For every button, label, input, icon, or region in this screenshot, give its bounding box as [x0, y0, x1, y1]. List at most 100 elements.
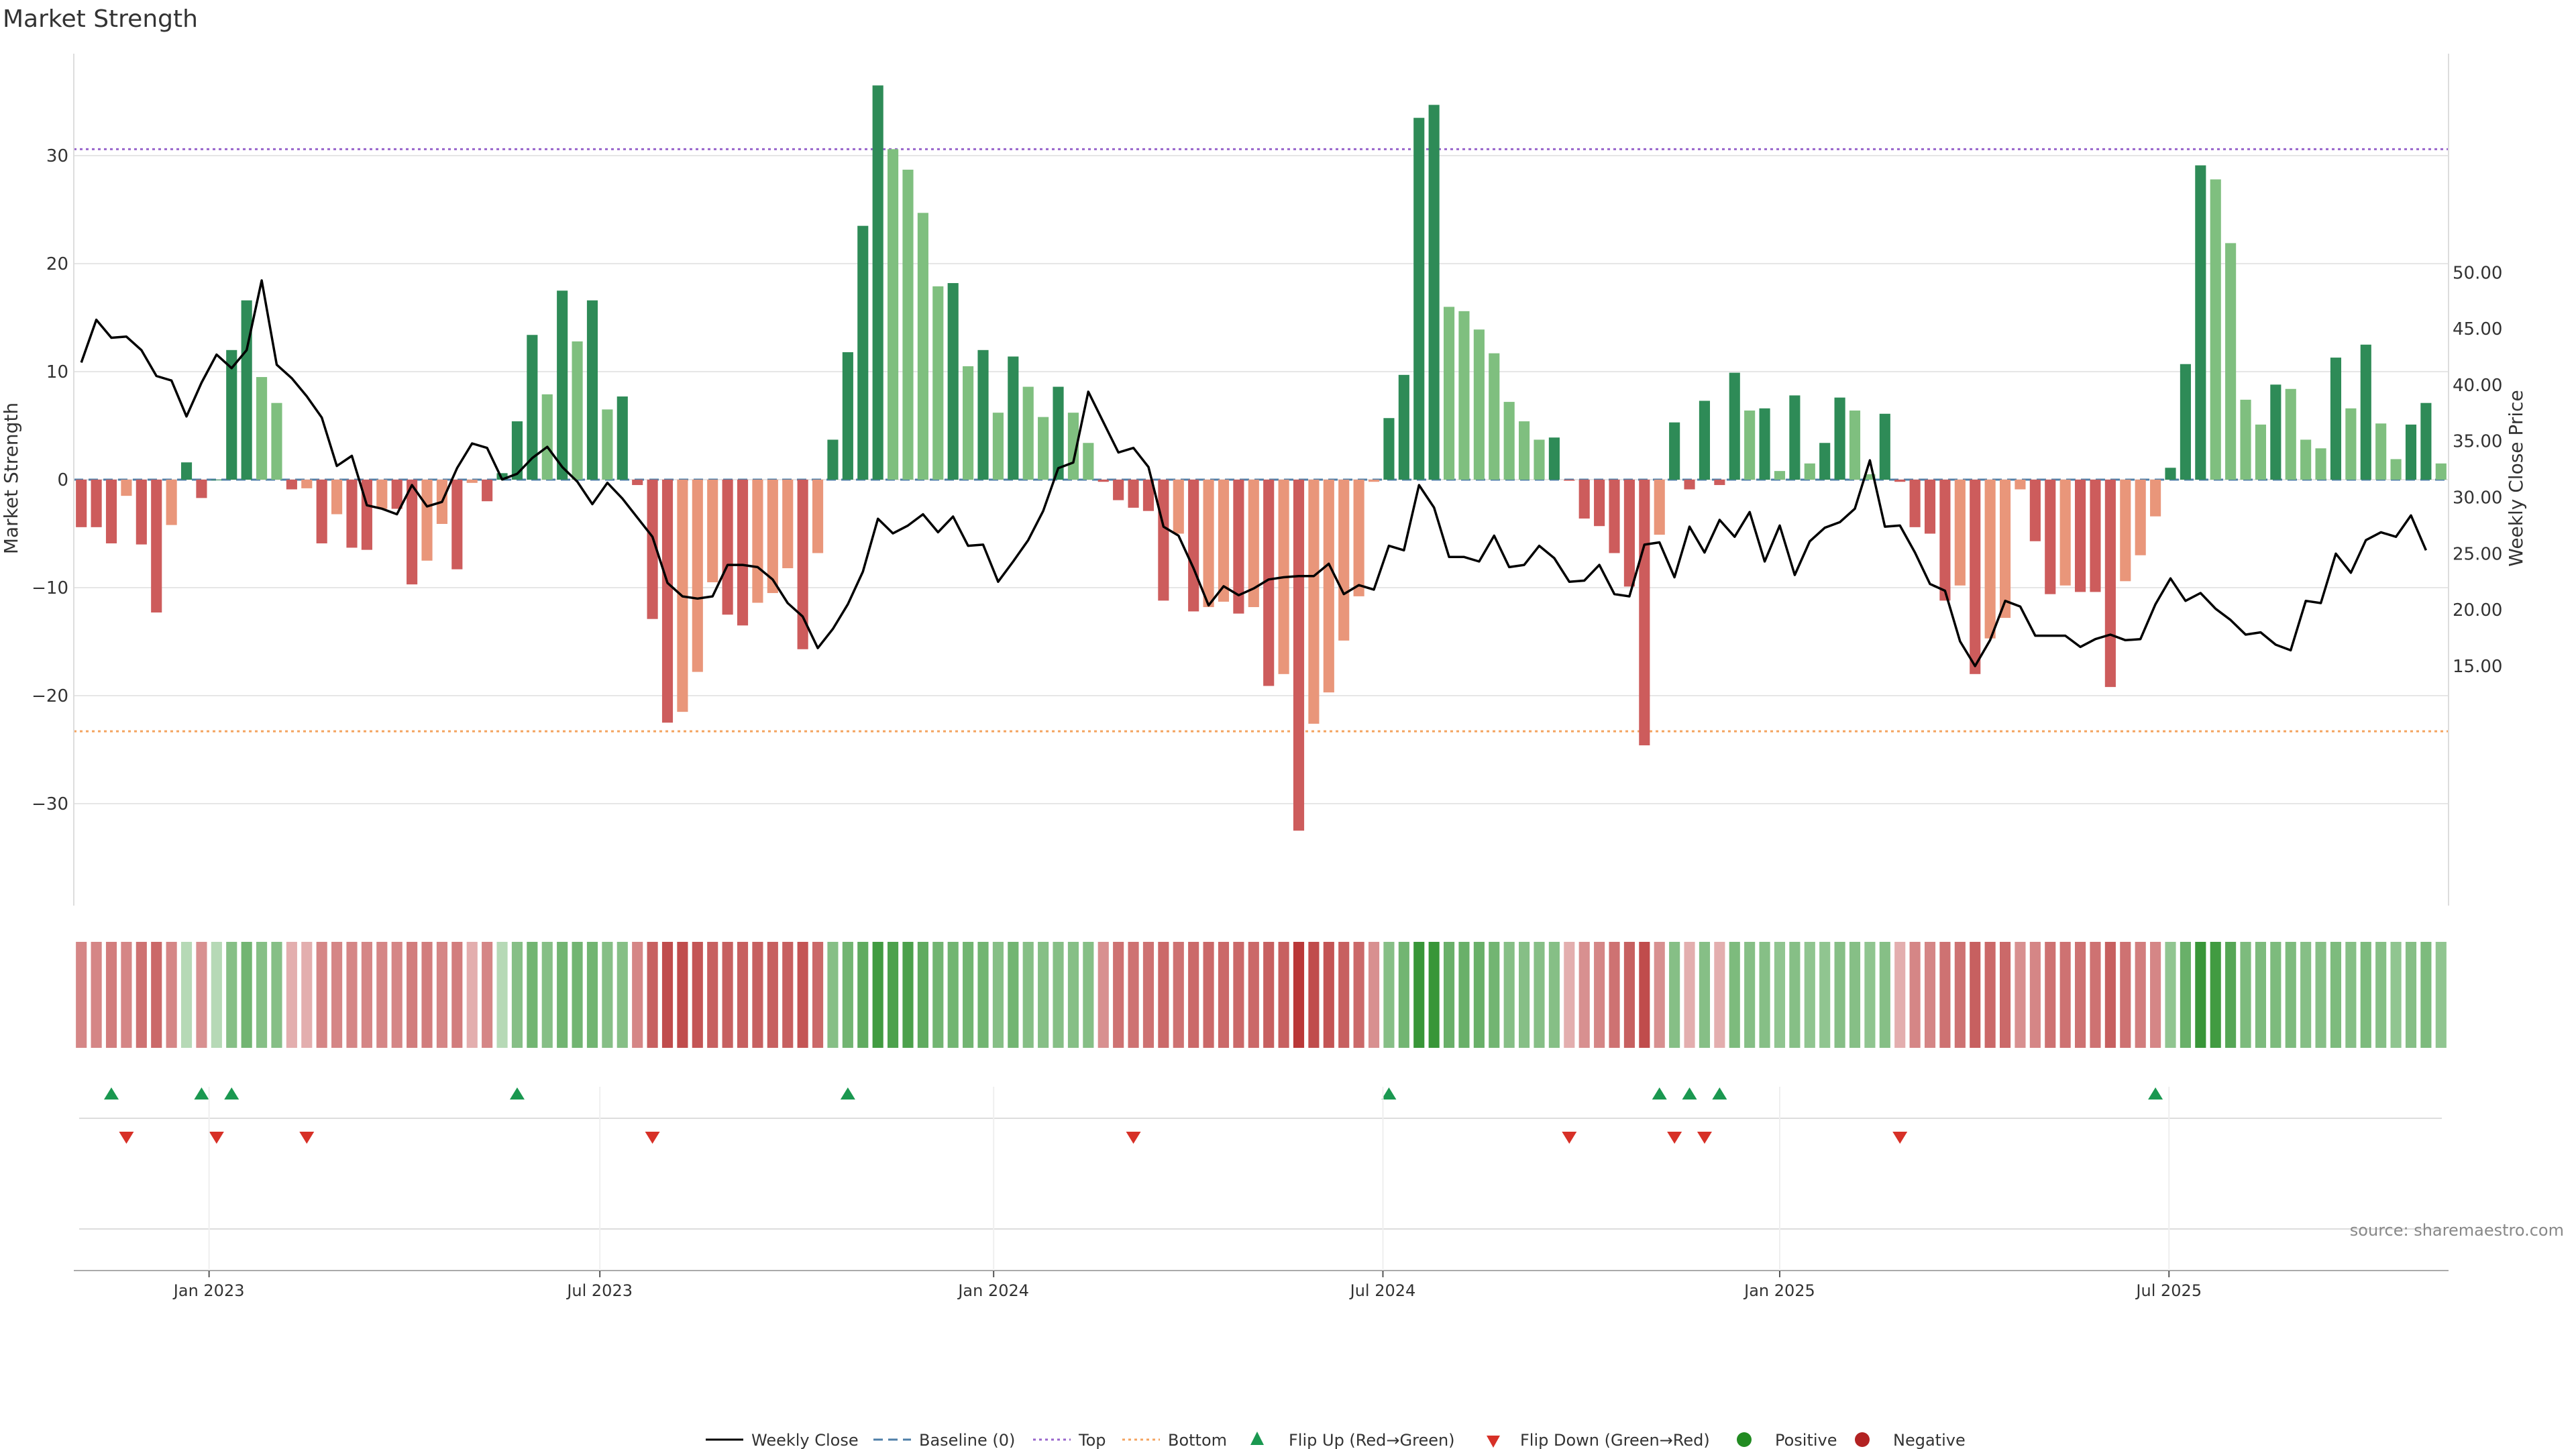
- band-cell: [2180, 942, 2191, 1048]
- strength-bar: [1879, 413, 1890, 480]
- legend-flip-down-label: Flip Down (Green→Red): [1520, 1431, 1710, 1449]
- legend-positive-label: Positive: [1775, 1431, 1837, 1449]
- strength-bar: [466, 480, 478, 483]
- legend-flip-up-icon: [1250, 1432, 1264, 1445]
- band-cell: [1458, 942, 1470, 1048]
- band-cell: [1699, 942, 1711, 1048]
- y-tick-label: −20: [32, 686, 68, 706]
- strength-bar: [992, 413, 1004, 480]
- strength-bar: [2390, 459, 2402, 480]
- strength-bar: [1473, 329, 1485, 480]
- band-cell: [1519, 942, 1530, 1048]
- band-cell: [1083, 942, 1094, 1048]
- band-cell: [1970, 942, 1981, 1048]
- strength-bar: [2270, 384, 2282, 480]
- y-right-tick-label: 25.00: [2453, 544, 2502, 564]
- strength-bar: [1774, 471, 1786, 480]
- reference-lines: [74, 148, 2449, 733]
- y-axis-right-label: Weekly Close Price: [2505, 390, 2527, 566]
- band-cell: [391, 942, 402, 1048]
- y-right-tick-label: 40.00: [2453, 376, 2502, 396]
- y-axis-label: Market Strength: [0, 402, 22, 554]
- strength-bar: [2210, 179, 2221, 480]
- strength-bar: [1999, 480, 2011, 619]
- band-cell: [1293, 942, 1305, 1048]
- flip-down-marker: [1892, 1132, 1908, 1144]
- band-cell: [241, 942, 252, 1048]
- band-cell: [346, 942, 358, 1048]
- strength-bar: [1383, 418, 1395, 480]
- band-cell: [1864, 942, 1876, 1048]
- legend-baseline-label: Baseline (0): [919, 1431, 1015, 1449]
- strength-bar: [1188, 480, 1199, 612]
- band-cell: [1323, 942, 1334, 1048]
- strength-bar: [241, 300, 252, 480]
- band-cell: [1338, 942, 1350, 1048]
- strength-bar: [482, 480, 493, 502]
- band-cell: [2059, 942, 2071, 1048]
- strength-bar: [2255, 424, 2267, 480]
- strength-bar: [888, 149, 899, 480]
- strength-bar: [977, 350, 989, 480]
- band-cell: [1879, 942, 1890, 1048]
- strength-bar: [1684, 480, 1695, 490]
- band-cell: [557, 942, 568, 1048]
- strength-bar: [1594, 480, 1605, 527]
- band-cell: [992, 942, 1004, 1048]
- y-right-tick-label: 35.00: [2453, 432, 2502, 452]
- strength-bar: [2059, 480, 2071, 586]
- legend-bottom-label: Bottom: [1168, 1431, 1227, 1449]
- band-cell: [677, 942, 688, 1048]
- band-cell: [2075, 942, 2086, 1048]
- strength-bar: [2029, 480, 2041, 541]
- strength-bar: [797, 480, 808, 649]
- band-cell: [1173, 942, 1184, 1048]
- flip-down-marker: [1126, 1132, 1141, 1144]
- flip-up-marker: [104, 1087, 119, 1099]
- band-cell: [1353, 942, 1364, 1048]
- strength-bar: [2240, 399, 2251, 480]
- strength-bar: [1428, 105, 1440, 480]
- strength-bar: [1368, 480, 1380, 482]
- band-cell: [1022, 942, 1034, 1048]
- band-cell: [842, 942, 853, 1048]
- strength-bar: [661, 480, 674, 723]
- strength-bar: [722, 480, 733, 615]
- strength-bar: [1548, 437, 1560, 480]
- strength-bar: [1939, 480, 1951, 601]
- band-cell: [1909, 942, 1921, 1048]
- band-cell: [256, 942, 268, 1048]
- strength-bar: [1819, 443, 1831, 480]
- band-cell: [2195, 942, 2206, 1048]
- strength-bar: [2375, 423, 2387, 480]
- band-cell: [2315, 942, 2326, 1048]
- band-cell: [421, 942, 433, 1048]
- band-cell: [2255, 942, 2267, 1048]
- band-cell: [316, 942, 327, 1048]
- band-cell: [1428, 942, 1440, 1048]
- strength-bar: [1308, 480, 1320, 724]
- band-cell: [1142, 942, 1155, 1048]
- strength-bar: [2090, 480, 2101, 592]
- strength-bar: [2045, 480, 2056, 594]
- strength-bar: [1849, 410, 1861, 480]
- strength-bar: [1053, 386, 1064, 480]
- band-cell: [136, 942, 147, 1048]
- strength-bar: [2300, 439, 2312, 480]
- band-cell: [1834, 942, 1845, 1048]
- strength-bar: [271, 402, 282, 480]
- strength-bar: [1759, 408, 1770, 480]
- y-right-tick-label: 20.00: [2453, 600, 2502, 621]
- strength-bar: [1323, 480, 1334, 693]
- strength-bar: [963, 366, 974, 480]
- strength-bar: [2360, 344, 2371, 480]
- strength-bar: [557, 290, 568, 480]
- band-cell: [331, 942, 343, 1048]
- strength-bar: [1639, 480, 1650, 746]
- band-cell: [752, 942, 763, 1048]
- strength-bar: [2104, 480, 2116, 688]
- band-cell: [1248, 942, 1259, 1048]
- strength-bar: [1128, 480, 1139, 508]
- strength-bar: [1038, 417, 1049, 480]
- strength-bar: [136, 480, 147, 545]
